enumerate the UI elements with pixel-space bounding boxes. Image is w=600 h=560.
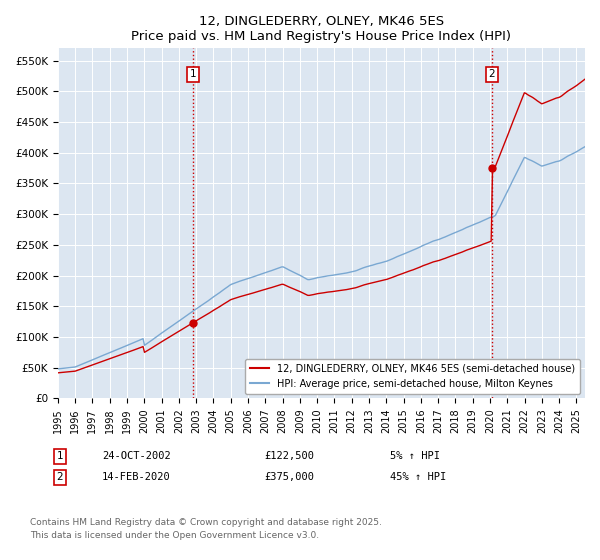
Text: 1: 1 (56, 451, 64, 461)
Text: £122,500: £122,500 (264, 451, 314, 461)
Text: 14-FEB-2020: 14-FEB-2020 (102, 472, 171, 482)
Text: 45% ↑ HPI: 45% ↑ HPI (390, 472, 446, 482)
Text: 2: 2 (56, 472, 64, 482)
Text: Contains HM Land Registry data © Crown copyright and database right 2025.
This d: Contains HM Land Registry data © Crown c… (30, 519, 382, 540)
Text: £375,000: £375,000 (264, 472, 314, 482)
Legend: 12, DINGLEDERRY, OLNEY, MK46 5ES (semi-detached house), HPI: Average price, semi: 12, DINGLEDERRY, OLNEY, MK46 5ES (semi-d… (245, 359, 580, 394)
Title: 12, DINGLEDERRY, OLNEY, MK46 5ES
Price paid vs. HM Land Registry's House Price I: 12, DINGLEDERRY, OLNEY, MK46 5ES Price p… (131, 15, 511, 43)
Text: 5% ↑ HPI: 5% ↑ HPI (390, 451, 440, 461)
Text: 1: 1 (190, 69, 196, 79)
Text: 2: 2 (489, 69, 496, 79)
Text: 24-OCT-2002: 24-OCT-2002 (102, 451, 171, 461)
